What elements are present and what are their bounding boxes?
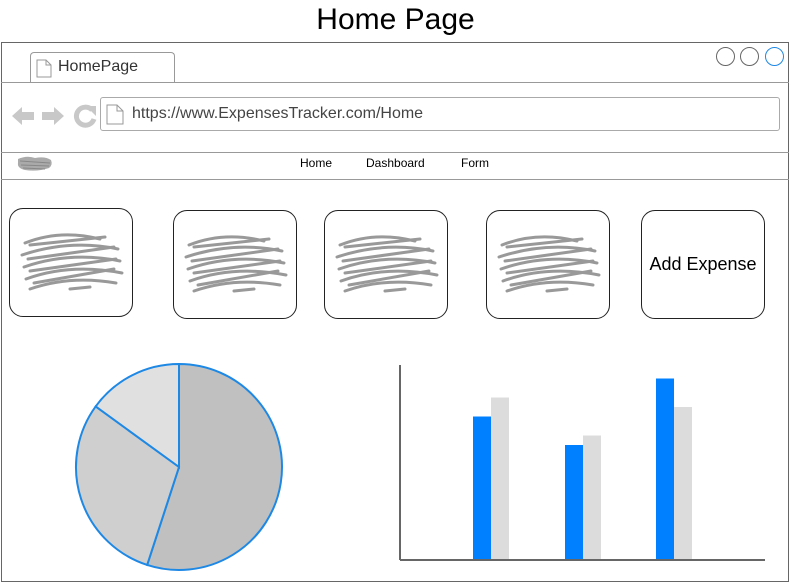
maximize-button[interactable] [740,47,759,66]
pie-slice [145,362,283,571]
nav-home[interactable]: Home [300,156,333,170]
tab-divider [1,82,789,83]
page-title: Home Page [316,3,475,36]
bar-primary [565,445,583,559]
nav-form[interactable]: Form [461,156,489,170]
bar-primary [473,416,491,559]
browser-tab[interactable] [30,52,175,82]
scribble-placeholder [20,233,124,291]
pie-slice [94,362,180,469]
page-icon [36,59,52,78]
add-expense-label: Add Expense [649,254,757,274]
close-button[interactable] [765,47,784,66]
address-bar[interactable] [100,97,780,131]
scribble-placeholder [335,235,439,293]
reload-icon[interactable] [73,104,97,128]
summary-card[interactable] [486,210,610,319]
toolbar-divider [1,152,789,153]
summary-card[interactable] [9,208,133,317]
browser-window [1,42,789,582]
nav-dashboard[interactable]: Dashboard [366,156,425,170]
scribble-placeholder [184,235,288,293]
pie-slice [75,405,181,567]
url-text: https://www.ExpensesTracker.com/Home [132,105,424,122]
summary-card[interactable] [173,210,297,319]
bar-secondary [583,435,601,559]
tab-label: HomePage [58,58,139,75]
minimize-button[interactable] [716,47,735,66]
bar-primary [656,378,674,559]
navigation-controls [12,104,97,128]
bar-secondary [674,407,692,559]
page-icon [106,104,124,125]
logo-icon [17,156,52,171]
nav-divider [1,179,789,180]
scribble-placeholder [497,235,601,293]
add-expense-button[interactable]: Add Expense [641,210,765,319]
bar-secondary [491,397,509,559]
back-icon[interactable] [12,107,34,125]
bar-chart [399,365,765,561]
summary-card[interactable] [324,210,448,319]
forward-icon[interactable] [42,107,64,125]
pie-chart [75,362,283,571]
